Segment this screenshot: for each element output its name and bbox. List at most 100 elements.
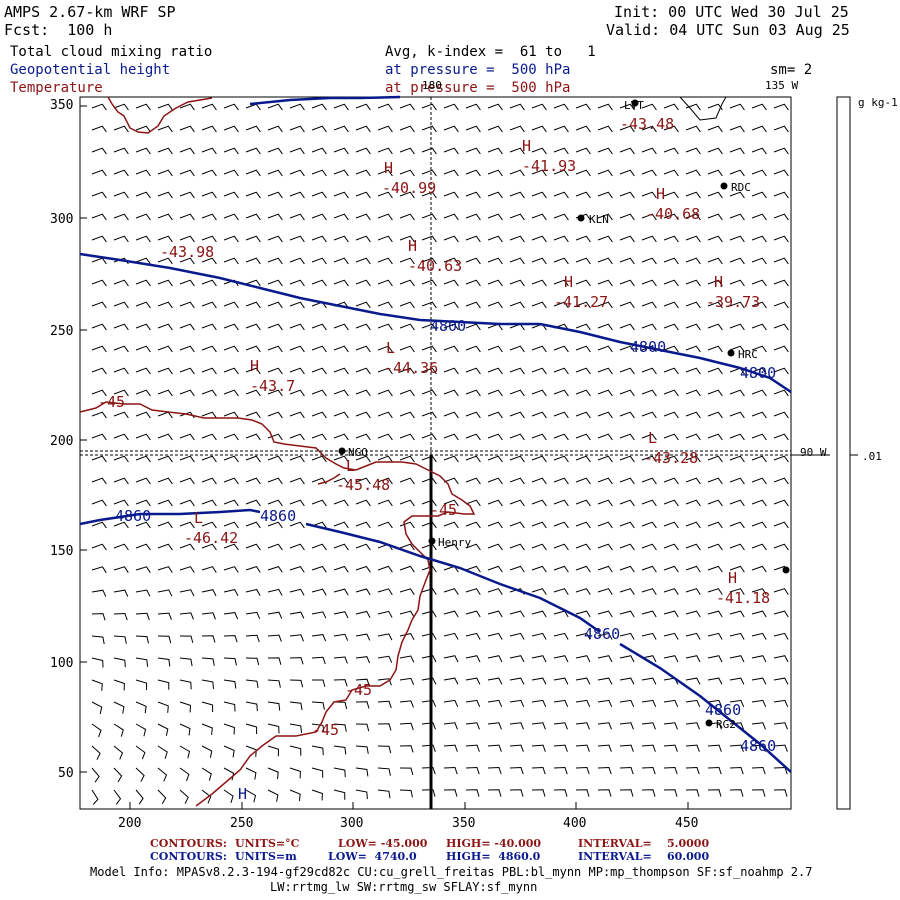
wind-barb — [575, 323, 591, 331]
wind-barb — [729, 389, 745, 397]
wind-barb — [487, 411, 503, 419]
wind-barb — [223, 589, 239, 597]
wind-barb — [553, 389, 569, 397]
wind-barb — [333, 235, 349, 243]
wind-barb — [619, 235, 635, 243]
wind-barb — [245, 213, 261, 221]
station-label-ngo: NGO — [348, 446, 368, 459]
wind-barb — [619, 257, 635, 265]
wind-barb — [333, 789, 346, 800]
station-dot-hrc — [727, 349, 735, 357]
wind-barb — [157, 767, 168, 782]
wind-barb — [531, 257, 547, 265]
wind-barb — [509, 389, 525, 397]
wind-barb — [729, 565, 745, 573]
wind-barb — [443, 125, 459, 133]
wind-barb — [157, 679, 170, 690]
wind-barb — [201, 657, 215, 666]
wind-barb — [399, 125, 415, 133]
temp-contours-label: CONTOURS: — [150, 837, 227, 850]
wind-barb — [487, 235, 503, 243]
wind-barb — [245, 301, 261, 309]
wind-barb — [377, 103, 393, 111]
wind-barb — [399, 789, 413, 798]
wind-barb — [465, 521, 481, 529]
wind-barb — [157, 257, 173, 265]
wind-barb — [223, 367, 239, 375]
wind-barb — [201, 169, 217, 177]
wind-barb — [509, 411, 525, 419]
wind-barb — [531, 279, 547, 287]
wind-barb — [619, 521, 635, 529]
wind-barb — [245, 701, 258, 712]
wind-barb — [355, 389, 371, 397]
wind-barb — [377, 610, 393, 618]
wind-barb — [619, 367, 635, 375]
wind-barb — [619, 389, 635, 397]
wind-barb — [531, 588, 547, 595]
wind-barb — [113, 723, 124, 737]
wind-barb — [157, 543, 173, 551]
wind-barb — [553, 345, 569, 353]
wind-barb — [685, 257, 701, 265]
wind-barb — [223, 543, 239, 551]
wind-barb — [707, 588, 723, 595]
wind-barb — [487, 279, 503, 287]
wind-barb — [509, 766, 524, 775]
x-tick-350: 350 — [452, 816, 476, 831]
station-dot-henry — [428, 537, 436, 545]
wind-barb — [663, 345, 679, 353]
wind-barb — [267, 433, 283, 441]
x-tick-300: 300 — [340, 816, 364, 831]
wind-barb — [619, 699, 635, 708]
wind-barb — [333, 433, 349, 441]
wind-barb — [113, 147, 129, 155]
wind-barb — [619, 323, 635, 331]
wind-barb — [399, 610, 415, 618]
wind-barb — [773, 543, 789, 551]
temp-extremum-type: L — [194, 509, 204, 527]
wind-barb — [487, 744, 502, 752]
wind-barb — [91, 589, 107, 597]
wind-barb — [245, 611, 261, 620]
wind-barb — [531, 389, 547, 397]
wind-barb — [421, 789, 436, 797]
wind-barb — [443, 677, 459, 685]
wind-barb — [641, 655, 657, 663]
wind-barb — [685, 191, 701, 199]
wind-barb — [289, 301, 305, 309]
wind-barb — [509, 213, 525, 221]
wind-barb — [311, 521, 327, 529]
wind-barb — [751, 389, 767, 397]
wind-barb — [113, 679, 125, 691]
wind-barb — [773, 455, 789, 463]
temp-contours-low: LOW= -45.000 — [338, 837, 428, 850]
wind-barb — [509, 279, 525, 287]
wind-barb — [91, 411, 107, 419]
wind-barb — [201, 543, 217, 551]
wind-barb — [289, 566, 305, 573]
wind-barb — [773, 699, 789, 708]
wind-barb — [333, 257, 349, 265]
wind-barb — [135, 521, 151, 529]
coastline — [679, 96, 727, 121]
wind-barb — [245, 235, 261, 243]
wind-barb — [135, 566, 151, 573]
wind-barb — [113, 191, 129, 199]
wind-barb — [443, 766, 458, 775]
wind-barb — [421, 655, 437, 663]
wind-barb — [729, 301, 745, 309]
wind-barb — [729, 610, 745, 618]
wind-barb — [289, 213, 305, 221]
wind-barb — [91, 389, 107, 397]
wind-barb — [553, 235, 569, 243]
wind-barb — [751, 722, 766, 730]
wind-barb — [597, 610, 613, 618]
wind-barb — [311, 323, 327, 331]
wind-barb — [311, 723, 325, 733]
wind-barb — [223, 767, 235, 781]
wind-barb — [113, 455, 129, 463]
wind-barb — [663, 499, 679, 507]
field-desc-temp: at pressure = 500 hPa — [385, 80, 571, 96]
wind-barb — [487, 455, 503, 463]
